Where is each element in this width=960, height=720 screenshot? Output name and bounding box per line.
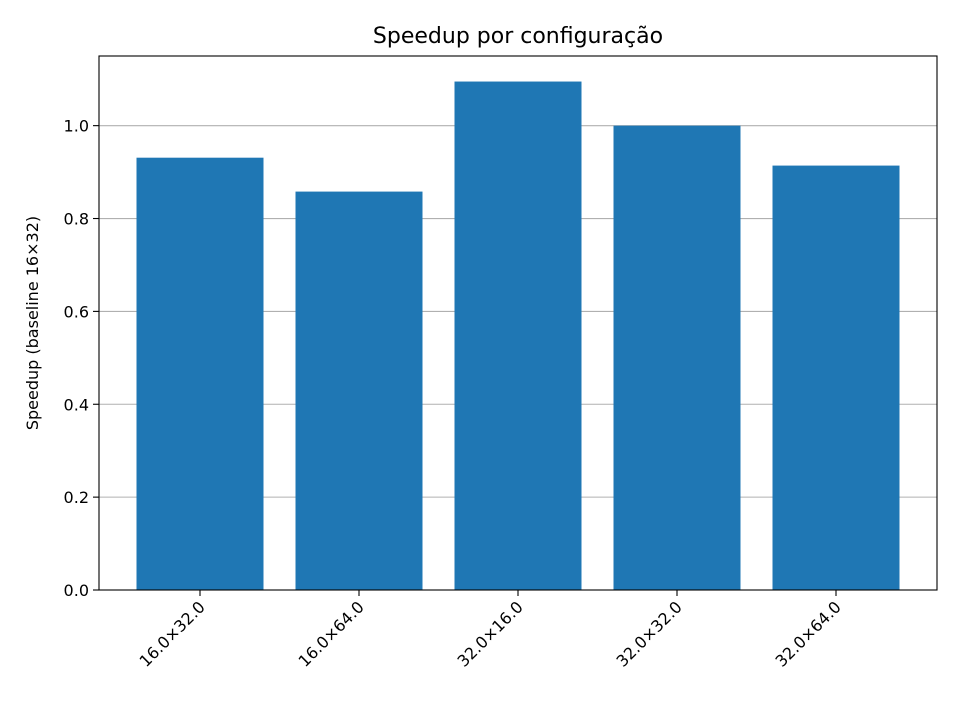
bar xyxy=(613,125,741,591)
x-tick-label: 32.0×16.0 xyxy=(454,597,527,670)
bar xyxy=(295,191,423,590)
bar xyxy=(454,81,582,591)
x-tick-label: 16.0×64.0 xyxy=(295,597,368,670)
y-tick-label: 1.0 xyxy=(64,117,89,136)
x-axis: 16.0×32.0 16.0×64.0 32.0×16.0 32.0×32.0 32.0… xyxy=(136,590,845,671)
bar xyxy=(772,165,900,590)
y-tick-label: 0.4 xyxy=(64,395,89,414)
bar xyxy=(136,157,264,590)
chart-title: Speedup por configuração xyxy=(373,24,663,49)
y-tick-label: 0.8 xyxy=(64,210,89,229)
x-tick-label: 32.0×64.0 xyxy=(772,597,845,670)
x-tick-label: 32.0×32.0 xyxy=(613,597,686,670)
y-tick-label: 0.6 xyxy=(64,302,89,321)
y-axis: 0.0 0.2 0.4 0.6 0.8 1.0 xyxy=(64,117,99,600)
x-tick-label: 16.0×32.0 xyxy=(136,597,209,670)
y-axis-label: Speedup (baseline 16×32) xyxy=(23,216,42,430)
y-tick-label: 0.2 xyxy=(64,488,89,507)
y-tick-label: 0.0 xyxy=(64,581,89,600)
bars xyxy=(136,81,900,591)
